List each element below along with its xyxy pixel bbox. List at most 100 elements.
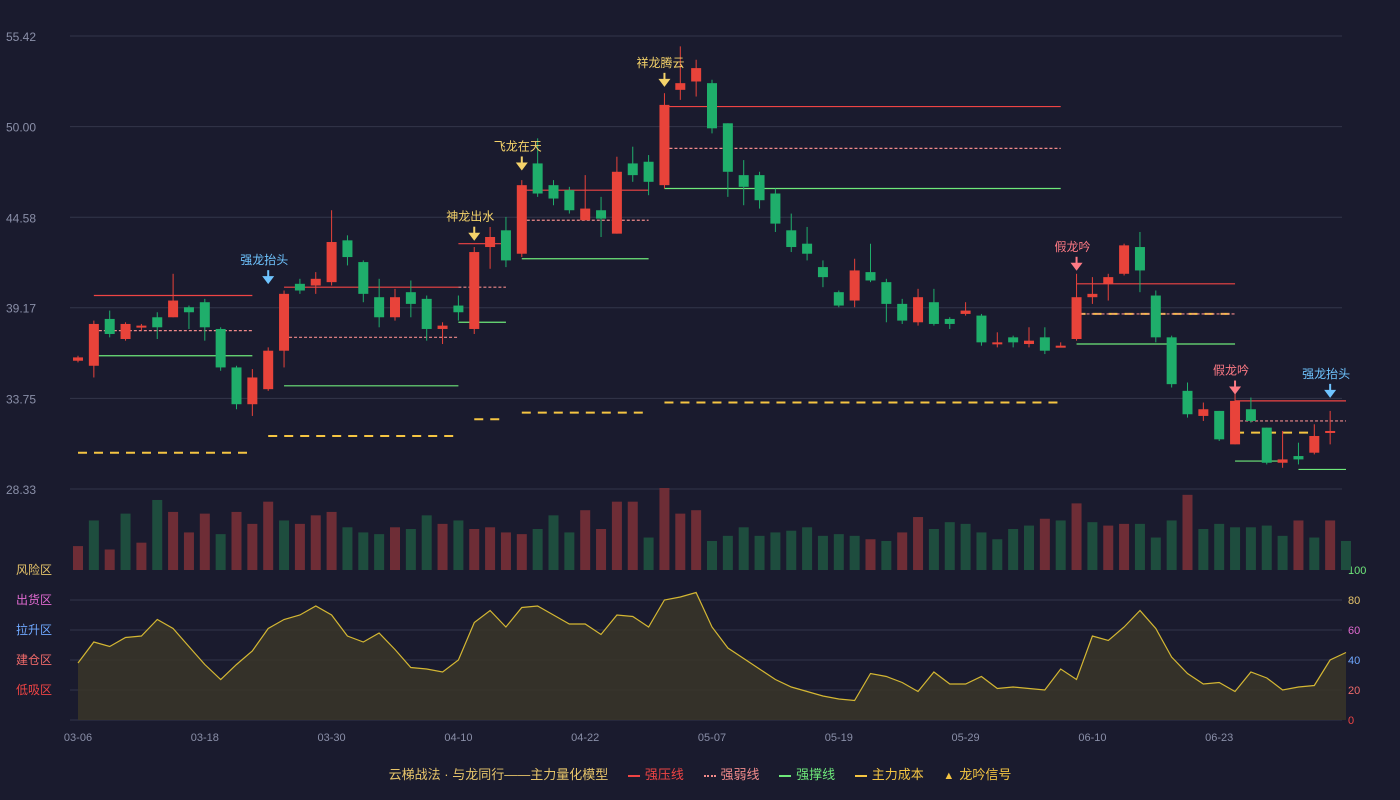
pressure-swatch (627, 774, 640, 777)
legend-model-title: 云梯战法 · 与龙同行——主力量化模型 (388, 767, 609, 782)
date-tick-label: 05-07 (698, 732, 726, 744)
candle-body (1150, 295, 1161, 338)
signal-arrow-icon (468, 232, 481, 241)
candle-body (390, 297, 400, 318)
candle-body (405, 292, 416, 304)
candle-body (374, 297, 385, 318)
volume-bar (1277, 535, 1288, 570)
candle-body (596, 210, 607, 219)
volume-bar (342, 527, 353, 570)
volume-bar (833, 534, 844, 570)
candle-body (279, 293, 290, 351)
candle-body (976, 315, 987, 343)
candle-body (1245, 409, 1256, 421)
volume-bar (263, 501, 274, 570)
volume-bar (532, 529, 543, 570)
legend-item-cost: 主力成本 (854, 764, 924, 783)
volume-bar (279, 520, 290, 570)
volume-bar (469, 529, 480, 570)
price-tick-label: 28.33 (6, 483, 36, 497)
legend-item-weak: 强弱线 (703, 764, 760, 783)
osc-tick-label: 20 (1348, 685, 1360, 697)
axis-labels: 55.42 50.00 44.58 39.17 33.75 28.33 100 80 60 40 2… (6, 30, 1366, 744)
candle-body (294, 283, 305, 291)
candle-body (120, 323, 131, 340)
osc-zone-label: 低吸区 (16, 683, 52, 697)
candle-body (865, 272, 876, 281)
volume-bars (73, 488, 1351, 570)
volume-bar (992, 539, 1003, 570)
volume-bar (944, 522, 955, 570)
candle-body (928, 302, 939, 324)
volume-bar (897, 532, 908, 570)
volume-bar (1182, 494, 1193, 570)
volume-bar (802, 527, 813, 570)
volume-bar (1309, 537, 1320, 570)
candle-body (73, 357, 83, 361)
volume-bar (1325, 520, 1336, 570)
volume-bar (643, 537, 654, 570)
volume-bar (453, 520, 464, 570)
volume-bar (881, 540, 892, 570)
volume-bar (754, 535, 765, 570)
legend-label: 强撑线 (796, 767, 836, 782)
volume-bar (88, 520, 99, 570)
volume-bar (675, 513, 686, 570)
candle-body (802, 243, 813, 254)
candle-body (643, 161, 654, 182)
volume-bar (1024, 525, 1034, 570)
candle-body (516, 185, 527, 254)
candle-body (342, 240, 353, 258)
candle-body (913, 297, 924, 323)
volume-bar (1293, 520, 1304, 570)
chart-legend: 云梯战法 · 与龙同行——主力量化模型 强压线 强弱线 强撑线 主力成本 ▲ 龙吟… (0, 764, 1400, 783)
support-swatch (779, 774, 792, 777)
volume-bar (770, 532, 781, 570)
candle-body (564, 190, 575, 211)
legend-item-support: 强撑线 (779, 764, 835, 783)
legend-item-signal: ▲ 龙吟信号 (943, 764, 1011, 783)
volume-bar (1214, 523, 1225, 570)
volume-bar (168, 511, 179, 570)
candle-body (1008, 337, 1019, 343)
signal-arrow-icon (1324, 389, 1337, 398)
volume-bar (390, 527, 400, 570)
volume-bar (1198, 529, 1209, 570)
date-tick-label: 04-22 (571, 732, 599, 744)
volume-bar (659, 488, 670, 570)
osc-zone-label: 建仓区 (16, 653, 52, 667)
candle-body (453, 305, 464, 313)
candle-body (1277, 459, 1288, 463)
candle-body (849, 270, 860, 301)
candle-body (992, 342, 1003, 345)
candle-body (1103, 277, 1114, 284)
volume-bar (1055, 520, 1066, 570)
volume-bar (1103, 525, 1114, 570)
candle-body (1166, 337, 1177, 385)
volume-bar (136, 542, 147, 570)
volume-bar (104, 549, 115, 570)
candle-body (1039, 337, 1050, 351)
candle-body (437, 325, 448, 329)
volume-bar (817, 535, 828, 570)
candle-body (754, 175, 765, 201)
candle-body (1119, 245, 1130, 274)
volume-bar (1134, 523, 1145, 570)
volume-bar (1150, 537, 1161, 570)
signal-label: 飞龙在天 (494, 139, 542, 153)
volume-bar (73, 546, 83, 570)
volume-bar (500, 532, 511, 570)
date-tick-label: 04-10 (444, 732, 472, 744)
candle-body (627, 163, 638, 176)
candle-body (136, 325, 147, 328)
signal-arrow-icon (515, 162, 528, 171)
candle-body (1024, 340, 1034, 345)
candle-body (1325, 430, 1336, 433)
volume-bar (1166, 520, 1177, 570)
volume-bar (786, 530, 797, 570)
signal-arrow-icon (262, 276, 275, 285)
candle-body (88, 323, 99, 366)
volume-bar (1261, 525, 1272, 570)
osc-zone-label: 拉升区 (16, 622, 52, 637)
volume-bar (516, 534, 527, 570)
